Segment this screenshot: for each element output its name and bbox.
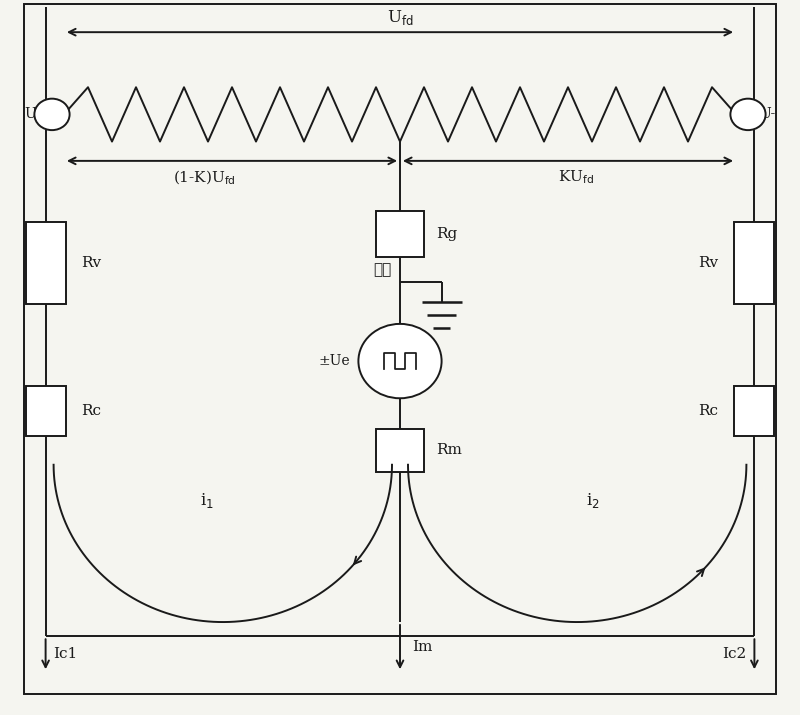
- Text: Rm: Rm: [436, 443, 462, 458]
- Circle shape: [358, 324, 442, 398]
- Circle shape: [34, 99, 70, 130]
- Text: KU$_{\rm fd}$: KU$_{\rm fd}$: [558, 169, 594, 186]
- Text: i$_2$: i$_2$: [586, 491, 600, 510]
- Bar: [734, 386, 774, 436]
- Text: 大轴: 大轴: [374, 262, 392, 277]
- Text: Rc: Rc: [698, 404, 718, 418]
- Text: U$_{\rm fd}$: U$_{\rm fd}$: [386, 9, 414, 27]
- Text: Ic1: Ic1: [54, 647, 78, 661]
- Text: Rv: Rv: [82, 256, 102, 270]
- Text: Rg: Rg: [436, 227, 458, 241]
- Bar: [376, 429, 424, 472]
- Text: Ic2: Ic2: [722, 647, 746, 661]
- Text: Rv: Rv: [698, 256, 718, 270]
- Text: Rc: Rc: [82, 404, 102, 418]
- Text: (1-K)U$_{\rm fd}$: (1-K)U$_{\rm fd}$: [173, 168, 235, 187]
- Text: U+: U+: [24, 107, 47, 122]
- Text: ±Ue: ±Ue: [318, 354, 350, 368]
- Text: U-: U-: [760, 107, 776, 122]
- Bar: [734, 222, 774, 304]
- Bar: [376, 211, 424, 257]
- Bar: [26, 222, 66, 304]
- Text: i$_1$: i$_1$: [200, 491, 214, 510]
- Text: Im: Im: [412, 640, 432, 654]
- Circle shape: [730, 99, 766, 130]
- Bar: [26, 386, 66, 436]
